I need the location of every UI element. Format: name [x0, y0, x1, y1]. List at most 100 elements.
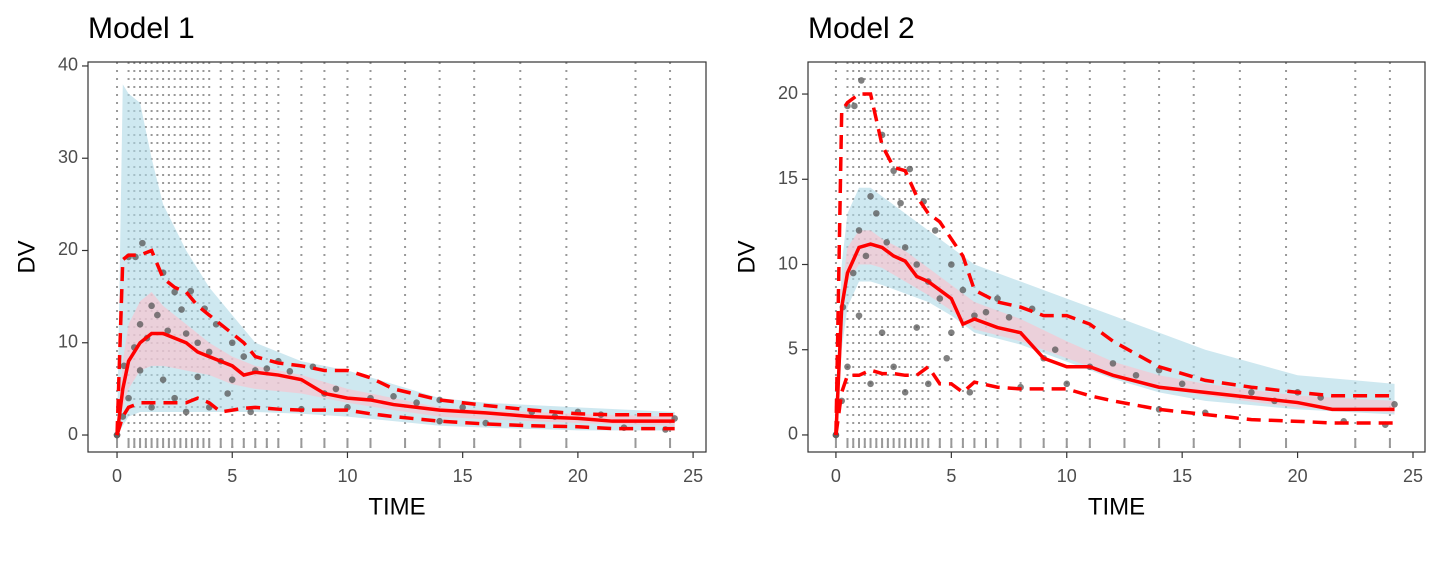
observation	[148, 302, 155, 310]
x-tick-label: 25	[1403, 466, 1423, 486]
observation	[901, 244, 909, 251]
observation	[849, 269, 857, 277]
x-tick-label: 0	[831, 466, 841, 486]
observation	[240, 353, 248, 360]
panel-border	[807, 61, 1426, 453]
observation	[897, 199, 904, 207]
band	[835, 230, 1395, 435]
observation	[164, 327, 172, 335]
plot-area	[832, 62, 1398, 452]
x-tick-label: 5	[946, 466, 956, 486]
x-tick-label: 10	[337, 466, 357, 486]
y-tick-label: 10	[58, 332, 78, 352]
panel-title: Model 1	[88, 12, 195, 45]
observation	[862, 252, 870, 260]
x-tick-label: 20	[1288, 466, 1308, 486]
observation	[948, 261, 955, 268]
x-tick-label: 15	[453, 466, 473, 486]
observation	[890, 363, 897, 371]
y-axis-label: DV	[733, 240, 760, 273]
observation	[873, 210, 880, 217]
observation	[943, 354, 951, 362]
observation	[867, 380, 874, 388]
panel-border	[87, 61, 707, 453]
x-axis-label: TIME	[368, 493, 425, 520]
panel: 0 5 10 15 20 25 0 10 20 30 40 TIME DV Model 1	[13, 12, 707, 520]
observation	[1132, 371, 1140, 379]
observation	[154, 311, 161, 319]
panel-title: Model 2	[808, 12, 915, 45]
observation	[948, 329, 955, 336]
y-tick-label: 15	[778, 168, 798, 188]
observation	[247, 408, 254, 416]
band	[835, 187, 1395, 435]
observation	[1109, 360, 1117, 367]
y-tick-label: 0	[788, 424, 798, 444]
observation	[413, 399, 420, 407]
y-tick-label: 20	[58, 239, 78, 259]
observation	[228, 339, 236, 347]
observation	[182, 408, 190, 416]
observation	[171, 394, 178, 402]
y-tick-label: 5	[788, 338, 798, 358]
y-tick-label: 30	[58, 147, 78, 167]
observation	[982, 308, 990, 316]
observation	[858, 77, 865, 84]
observation	[855, 312, 863, 319]
observation	[159, 376, 167, 383]
band	[117, 84, 675, 436]
y-tick-label: 0	[68, 424, 78, 444]
observation	[205, 348, 213, 356]
observation	[855, 227, 863, 234]
observation	[182, 330, 190, 337]
y-tick-label: 20	[778, 83, 798, 103]
x-tick-label: 15	[1172, 466, 1192, 486]
observation	[263, 365, 271, 372]
observation	[924, 380, 932, 388]
percentile-line	[834, 364, 1395, 436]
observation	[436, 417, 443, 425]
percentile-line	[834, 242, 1395, 436]
observation	[187, 287, 195, 295]
observation	[901, 389, 909, 396]
observation	[1005, 314, 1013, 321]
observation	[178, 306, 185, 313]
observation	[1063, 380, 1071, 388]
x-axis-label: TIME	[1088, 493, 1145, 520]
observation	[194, 339, 201, 347]
percentile-line	[115, 396, 675, 436]
observation	[966, 389, 974, 396]
observation	[913, 324, 921, 331]
observation	[139, 239, 146, 247]
y-axis-label: DV	[13, 240, 40, 273]
observation	[136, 367, 144, 374]
observation	[1248, 389, 1255, 396]
observation	[286, 368, 294, 375]
observation	[459, 404, 466, 411]
observation	[867, 193, 874, 200]
x-tick-label: 25	[683, 466, 703, 486]
panel: 0 5 10 15 20 25 0 5 10 15 20 TIME DV Model 2	[733, 12, 1426, 520]
observation	[390, 392, 397, 400]
observation	[883, 239, 891, 246]
observation	[906, 165, 914, 173]
observation	[959, 286, 967, 294]
observation	[931, 227, 939, 234]
observation	[332, 385, 340, 393]
observation	[228, 376, 236, 383]
observation	[851, 102, 858, 110]
x-tick-label: 10	[1057, 466, 1077, 486]
observation	[936, 295, 944, 302]
x-tick-label: 20	[568, 466, 588, 486]
x-tick-label: 5	[227, 466, 237, 486]
observation	[1051, 346, 1059, 354]
observation	[994, 295, 1001, 302]
observation	[890, 167, 897, 175]
percentile-line	[115, 248, 675, 436]
observation	[136, 321, 144, 328]
observation	[148, 404, 155, 411]
observation	[1391, 400, 1398, 408]
y-tick-label: 40	[58, 55, 78, 75]
y-tick-label: 10	[778, 253, 798, 273]
